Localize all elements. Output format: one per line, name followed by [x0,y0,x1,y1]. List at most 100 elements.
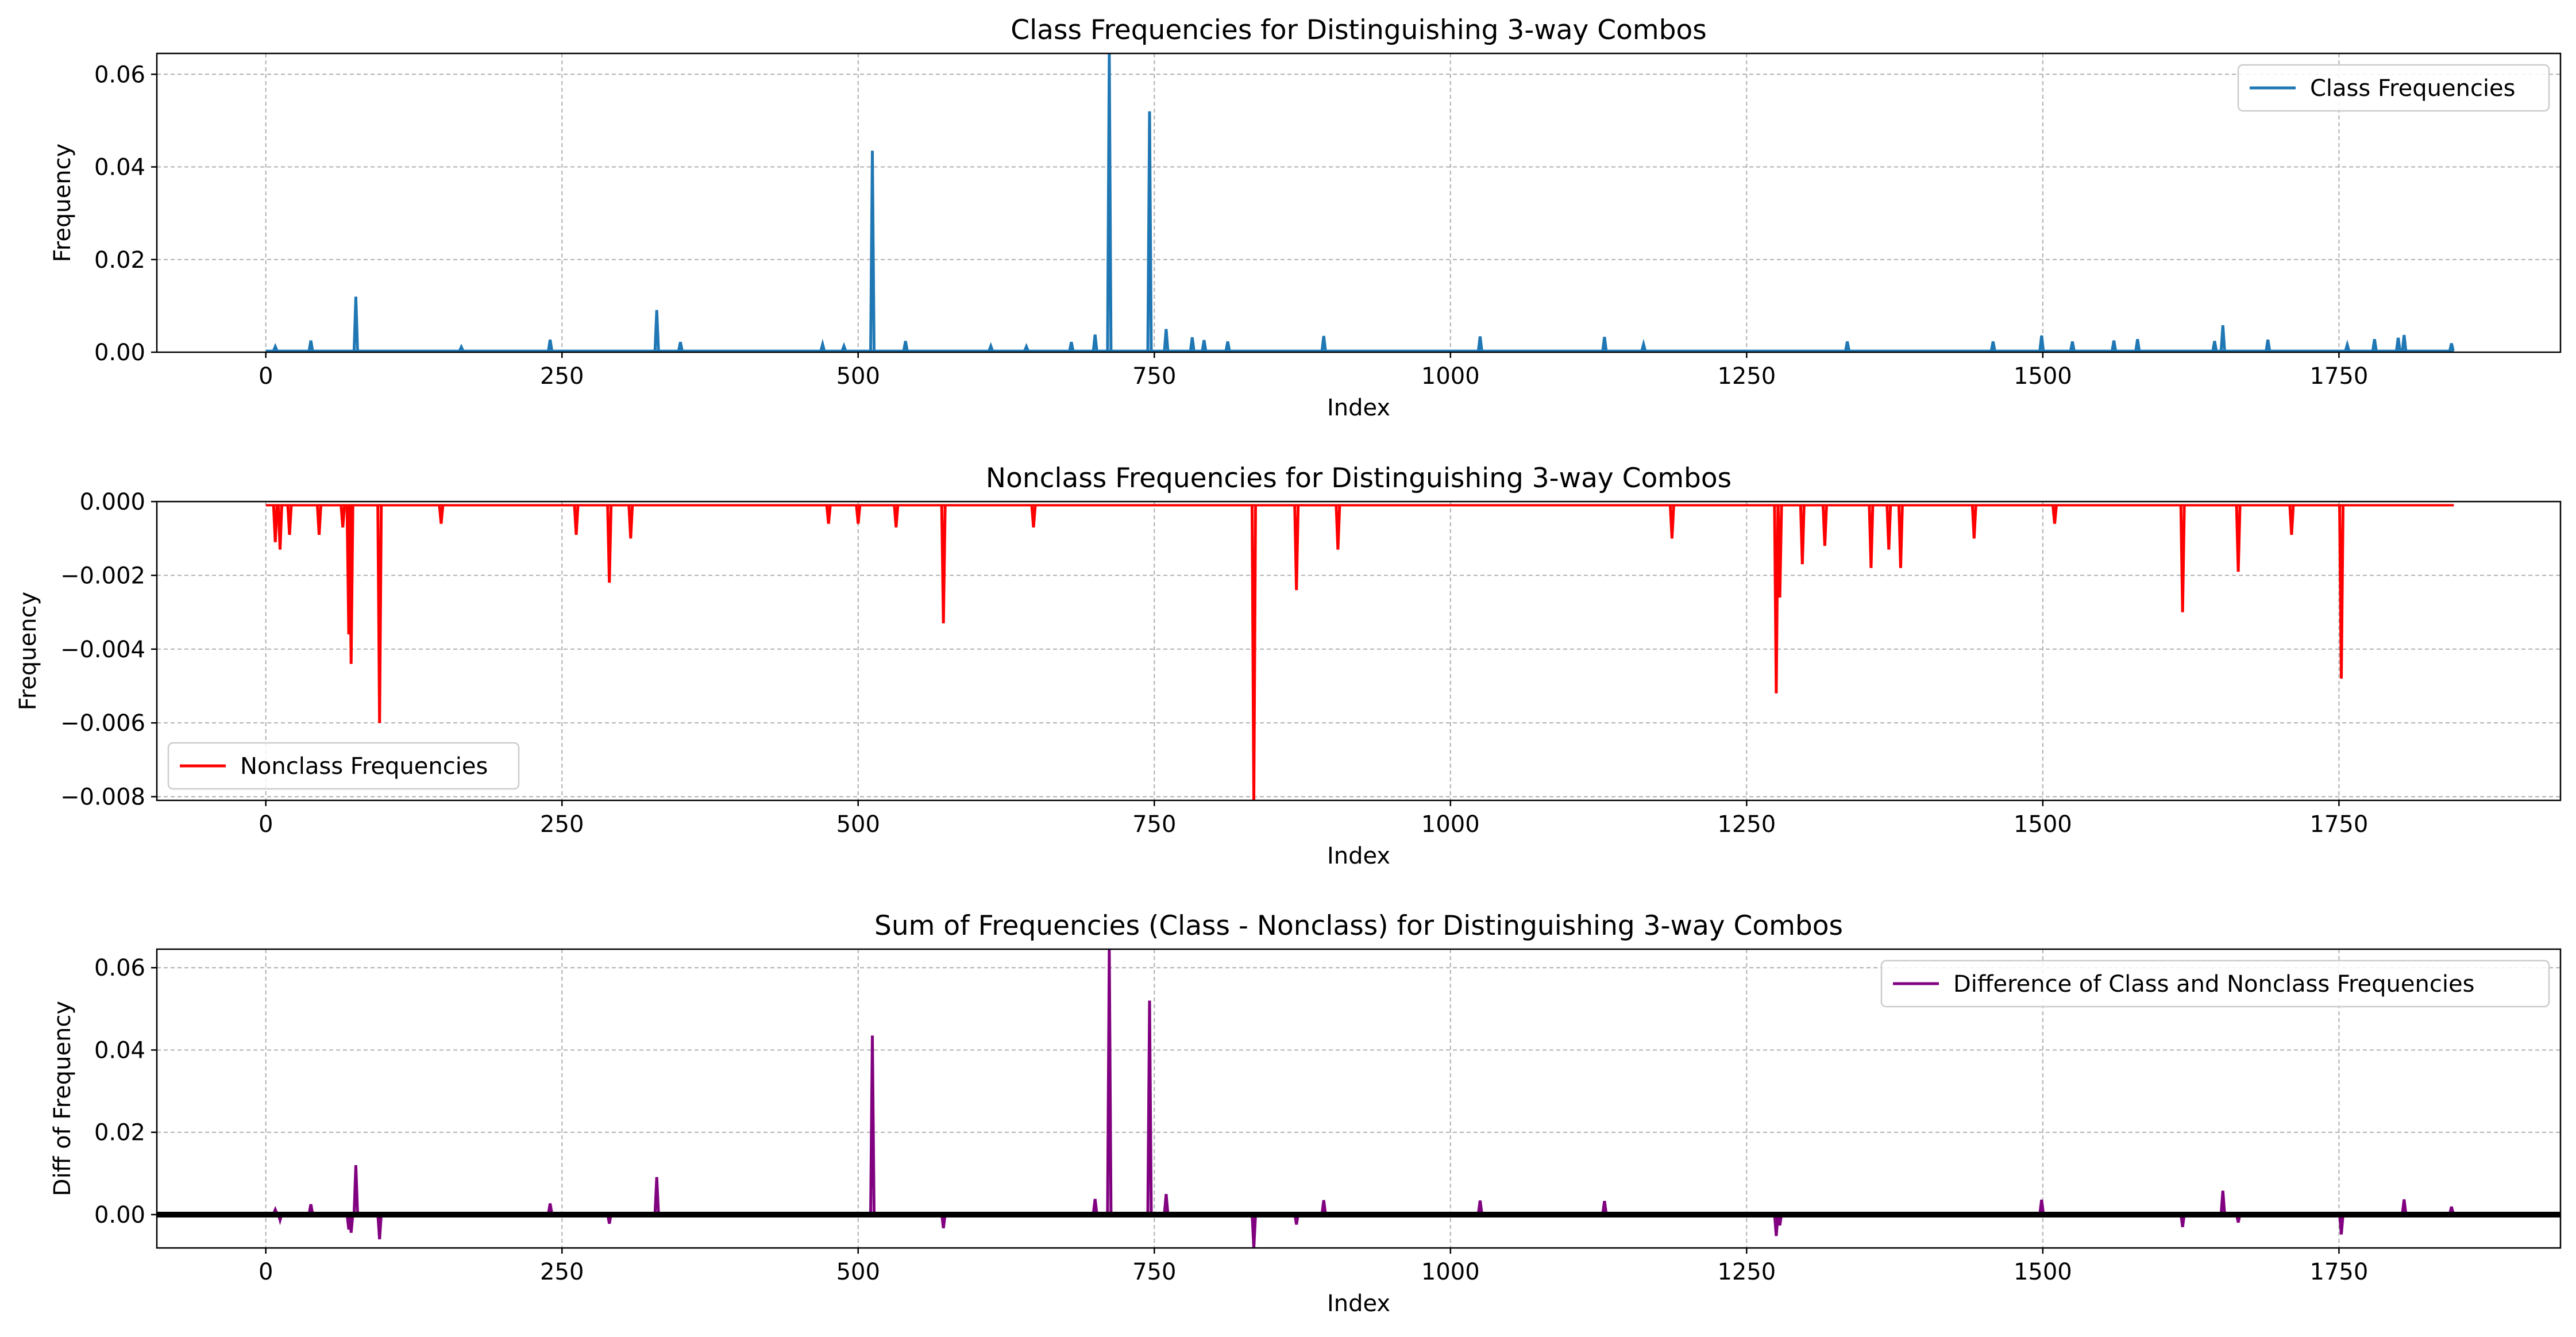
data-spike [438,505,445,524]
y-axis-label: Frequency [49,144,76,263]
data-spike [940,1213,947,1228]
data-spike [376,505,383,723]
data-spike [1335,505,1341,550]
y-tick-label: 0.04 [94,155,145,181]
chart-title: Class Frequencies for Distinguishing 3-w… [1011,14,1706,46]
data-spike [902,341,909,352]
legend-label: Difference of Class and Nonclass Frequen… [1953,971,2474,997]
data-spike [1146,111,1153,351]
data-spike [2235,505,2242,572]
data-spike [286,505,293,535]
x-tick-label: 500 [836,363,880,390]
data-spike [1668,505,1675,539]
data-spike [1224,341,1231,352]
y-tick-label: 0.02 [94,247,145,273]
data-spike [348,505,354,664]
chart-title: Nonclass Frequencies for Distinguishing … [986,463,1732,494]
legend-label: Nonclass Frequencies [240,753,488,780]
data-spike [1821,505,1828,546]
data-spike [1251,1213,1257,1248]
data-spike [2401,1199,2408,1214]
data-spike [653,310,660,351]
legend-box [1880,960,2550,1008]
data-spike [1897,505,1904,568]
data-spike [825,505,832,524]
data-spike [1776,505,1783,598]
data-spike [272,505,279,542]
data-spike [458,344,465,352]
data-spike [653,1177,660,1214]
data-spike [2265,339,2272,351]
data-spike [272,342,279,352]
series-1 [265,53,2455,352]
y-tick-label: −0.002 [60,562,145,589]
x-tick-label: 0 [259,811,273,838]
data-spike [1189,337,1196,351]
x-tick-label: 1250 [1717,1259,1776,1285]
axes-frame [156,500,2562,802]
y-tick-label: −0.006 [60,710,145,737]
legend: Class Frequencies [2237,64,2550,112]
x-tick-label: 0 [259,363,273,390]
data-spike [1773,1213,1780,1236]
data-spike [1601,1200,1608,1214]
x-tick-label: 250 [540,363,584,390]
x-tick-label: 750 [1132,363,1176,390]
data-spike [2344,339,2351,352]
data-spike [1092,1199,1098,1214]
x-axis-label: Index [1327,1290,1390,1317]
y-axis-label: Frequency [15,592,41,711]
data-spike [2395,337,2401,351]
data-spike [1320,1200,1327,1214]
data-spike [869,1035,876,1214]
y-tick-label: 0.06 [94,955,145,981]
data-spike [307,340,314,352]
data-spike [2338,1213,2344,1235]
data-spike [2448,343,2455,352]
x-tick-label: 1500 [2014,1259,2072,1285]
x-tick-label: 0 [259,1259,273,1285]
series-1 [265,504,2454,800]
chart-title: Sum of Frequencies (Class - Nonclass) fo… [874,910,1843,942]
data-spike [988,342,994,352]
legend-label: Class Frequencies [2310,75,2515,102]
data-spike [1773,505,1780,693]
data-spike [869,151,876,351]
data-spike [2448,1206,2455,1215]
data-spike [547,1203,554,1215]
axes-frame [156,948,2562,1249]
x-tick-label: 1000 [1421,811,1480,838]
data-spike [1068,341,1075,352]
x-tick-label: 1250 [1717,811,1776,838]
y-tick-label: 0.06 [94,61,145,88]
data-spike [2211,341,2218,352]
chart-panel-2: 0 250 500 750 1000 1250 1500 1750 0.000 −0.002 −0.… [15,463,2562,869]
data-spike [1293,505,1300,591]
data-spike [893,505,900,528]
data-spike [1146,1000,1153,1214]
legend: Difference of Class and Nonclass Frequen… [1880,960,2550,1008]
x-tick-label: 750 [1132,1259,1176,1285]
data-spike [316,505,322,535]
data-spike [1989,341,1996,352]
data-spike [2179,505,2186,612]
data-spike [627,505,634,539]
data-spike [1163,1193,1170,1214]
y-tick-label: −0.004 [60,637,145,663]
x-axis-label: Index [1327,395,1390,421]
x-tick-label: 500 [836,1259,880,1285]
data-spike [2134,339,2141,351]
y-tick-label: 0.02 [94,1120,145,1146]
data-spike [340,505,346,528]
data-spike [819,338,826,352]
data-spike [1320,336,1327,351]
data-spike [2401,334,2408,351]
data-spike [1163,329,1170,351]
data-spike [1640,338,1647,352]
data-spike [573,505,580,535]
y-axis-label: Diff of Frequency [49,1001,76,1196]
x-tick-label: 500 [836,811,880,838]
data-spike [2111,340,2118,352]
data-spike [855,505,862,524]
